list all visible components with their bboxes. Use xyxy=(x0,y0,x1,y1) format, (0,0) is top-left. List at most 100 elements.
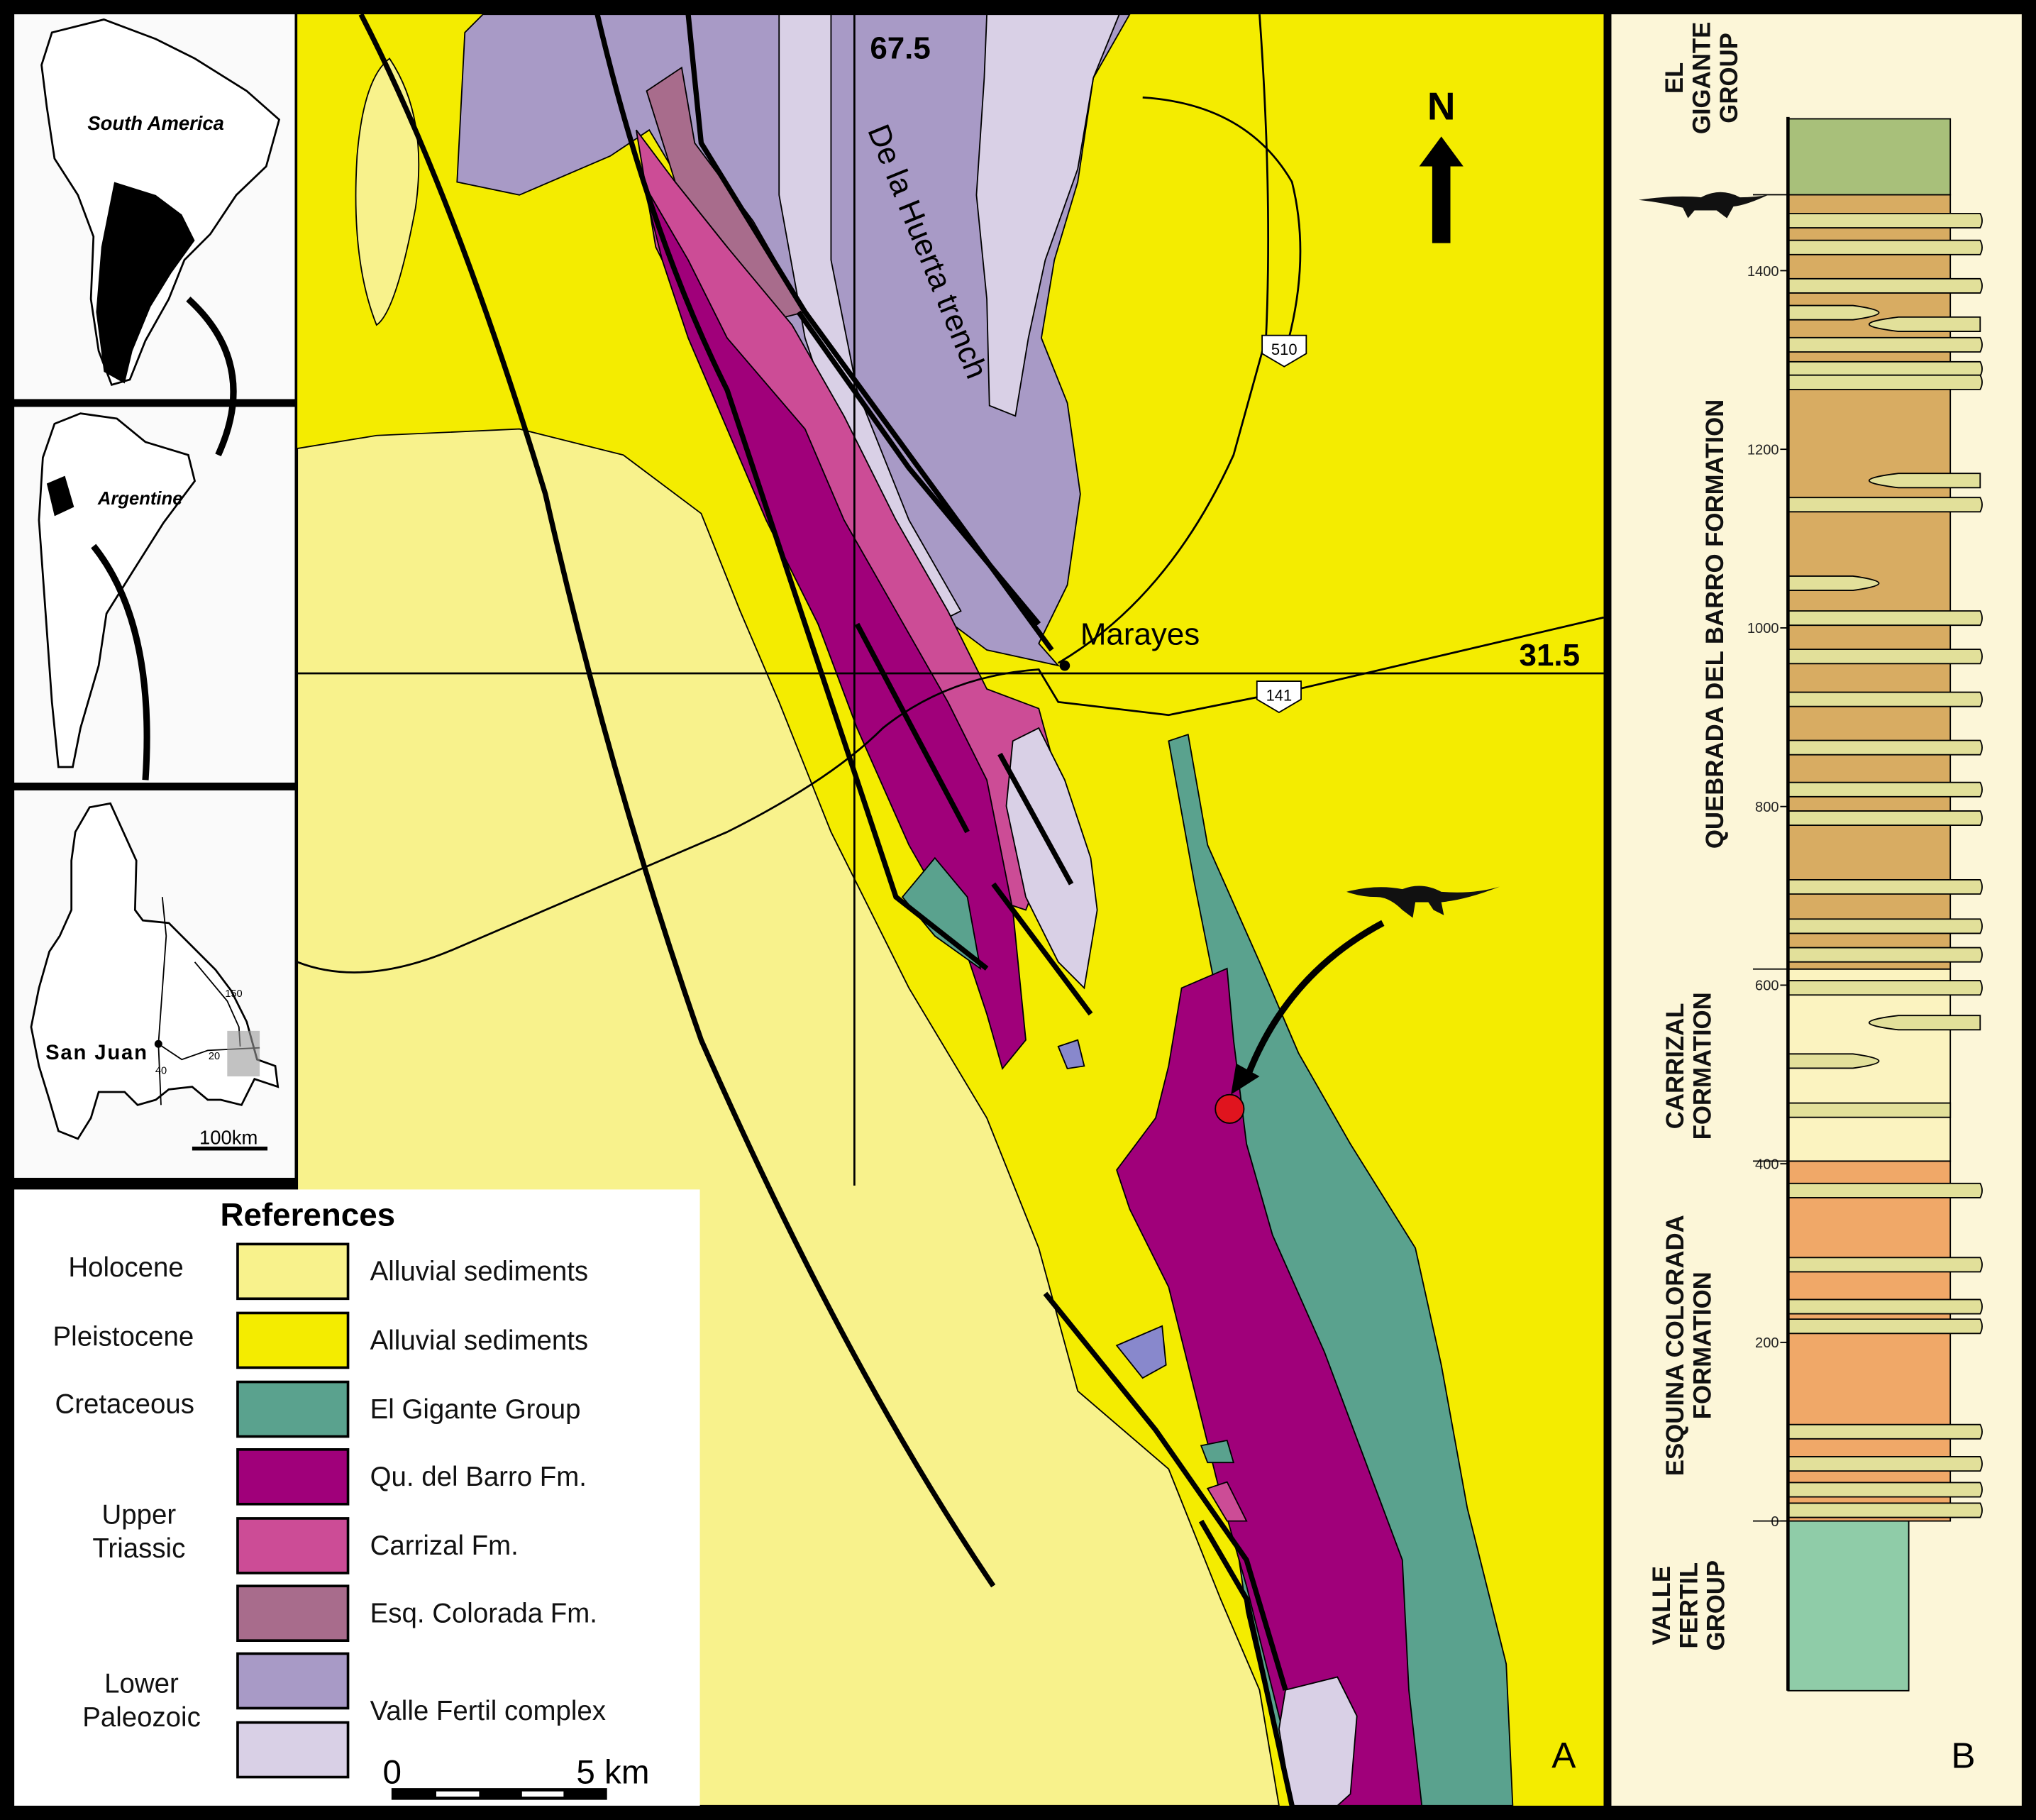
fault-line xyxy=(1198,1519,1295,1807)
conglomerate-bed xyxy=(1787,691,1983,707)
conglomerate-bed xyxy=(1787,1456,1983,1472)
conglomerate-bed xyxy=(1787,336,1983,353)
fault-line xyxy=(854,622,970,834)
conglomerate-bed xyxy=(1787,1423,1983,1440)
road-shield-510: 510 xyxy=(1261,334,1307,368)
legend-unit-label: Alluvial sediments xyxy=(370,1325,588,1356)
panel-label-a: A xyxy=(1551,1736,1576,1776)
formation-label: GIGANTE xyxy=(1689,22,1716,135)
formation-label: FERTIL xyxy=(1676,1562,1703,1649)
conglomerate-bed xyxy=(1787,739,1983,756)
conglomerate-bed xyxy=(1787,374,1983,390)
conglomerate-bed xyxy=(1787,649,1983,665)
conglomerate-bed xyxy=(1787,360,1983,377)
conglomerate-bed xyxy=(1787,575,1880,591)
conglomerate-bed xyxy=(1787,878,1983,895)
legend-box xyxy=(14,1189,700,1806)
axis-tick-label: 200 xyxy=(1755,1335,1779,1351)
conglomerate-bed xyxy=(1787,1053,1880,1069)
town-label: Marayes xyxy=(1080,617,1200,652)
conglomerate-bed xyxy=(1787,304,1880,321)
legend-unit-label: Carrizal Fm. xyxy=(370,1531,519,1561)
era-cretaceous: Cretaceous xyxy=(55,1389,194,1420)
san-juan-highlight xyxy=(46,475,74,517)
legend-unit-label: Valle Fertil complex xyxy=(370,1696,606,1726)
conglomerate-bed xyxy=(1787,1482,1983,1498)
san-juan-label: San Juan xyxy=(45,1041,148,1064)
scale-end-label: 5 km xyxy=(576,1754,649,1792)
axis-tick-label: 1200 xyxy=(1747,443,1779,458)
qu-del-barro-area xyxy=(642,182,1027,1070)
formation-label: QUEBRADA DEL BARRO FORMATION xyxy=(1702,399,1729,849)
formation-label: VALLE xyxy=(1649,1566,1676,1645)
inset-south-america: South America xyxy=(14,14,295,399)
conglomerate-bed xyxy=(1787,1318,1983,1335)
legend-swatch xyxy=(236,1721,350,1779)
legend-swatch xyxy=(236,1242,350,1301)
conglomerate-bed xyxy=(1869,316,1981,332)
fault-line xyxy=(991,882,1093,1016)
dinosaur-silhouette-icon xyxy=(1638,192,1769,219)
north-label: N xyxy=(1427,84,1456,128)
south-america-label: South America xyxy=(87,112,224,134)
legend-swatch xyxy=(236,1311,350,1369)
axis-tick-label: 400 xyxy=(1755,1157,1779,1172)
scale-start-label: 0 xyxy=(383,1754,402,1792)
study-area-box xyxy=(227,1030,260,1077)
conglomerate-bed xyxy=(1787,980,1983,996)
conglomerate-bed xyxy=(1787,497,1983,513)
scale-bar xyxy=(192,1146,268,1151)
conglomerate-bed xyxy=(1787,1182,1983,1198)
conglomerate-bed xyxy=(1787,1298,1983,1315)
road-shield-141: 141 xyxy=(1256,680,1302,714)
legend-swatch xyxy=(236,1652,350,1710)
faults xyxy=(358,13,1295,1807)
axis-tick-label: 800 xyxy=(1755,800,1779,815)
formation-label: CARRIZAL xyxy=(1662,1003,1689,1129)
svg-text:510: 510 xyxy=(1271,341,1298,358)
svg-text:141: 141 xyxy=(1266,687,1293,705)
argentina-highlight xyxy=(96,182,195,384)
era-upper-triassic-1: Upper xyxy=(102,1499,177,1530)
conglomerate-bed xyxy=(1787,239,1983,255)
road xyxy=(1142,96,1302,352)
conglomerate-bed xyxy=(1787,947,1983,963)
legend-unit-label: Alluvial sediments xyxy=(370,1257,588,1287)
holocene-area xyxy=(355,57,420,326)
legend-unit-label: Esq. Colorada Fm. xyxy=(370,1598,597,1628)
arrow-icon xyxy=(186,297,237,457)
arrow-icon xyxy=(1243,920,1385,1081)
valle-fertil-area xyxy=(1005,727,1098,990)
era-holocene: Holocene xyxy=(68,1252,183,1283)
fault-line xyxy=(997,752,1074,886)
san-juan-city-dot xyxy=(154,1039,162,1048)
conglomerate-bed xyxy=(1787,212,1983,228)
formation-label: FORMATION xyxy=(1690,992,1717,1140)
road-shield-150: 150 xyxy=(225,988,242,1000)
conglomerate-bed xyxy=(1787,810,1983,827)
dinosaur-silhouette-icon xyxy=(1346,886,1500,918)
fossil-site-marker xyxy=(1215,1093,1245,1124)
inset-argentina: Argentine xyxy=(14,407,295,783)
north-arrow: N xyxy=(1419,84,1464,243)
era-upper-triassic-2: Triassic xyxy=(92,1533,185,1564)
conglomerate-bed xyxy=(1787,1102,1952,1118)
el-gigante-area xyxy=(901,856,982,971)
conglomerate-bed xyxy=(1787,781,1983,798)
scale-100km-label: 100km xyxy=(199,1126,258,1148)
conglomerate-bed xyxy=(1869,473,1981,489)
road-shield-40: 40 xyxy=(155,1065,167,1076)
fault-line xyxy=(1043,1291,1288,1691)
san-juan-outline xyxy=(30,802,280,1140)
formation-interval xyxy=(1787,1520,1910,1692)
legend-unit-label: El Gigante Group xyxy=(370,1394,581,1425)
map-scale-bar: 0 5 km xyxy=(383,1754,649,1800)
longitude-label: 67.5 xyxy=(870,31,930,65)
era-lower-paleozoic-1: Lower xyxy=(104,1668,179,1699)
era-pleistocene: Pleistocene xyxy=(53,1321,194,1352)
inset-arrows xyxy=(91,297,237,781)
formation-label: FORMATION xyxy=(1690,1272,1717,1419)
valle-fertil-area xyxy=(1278,1676,1358,1807)
arrowhead-icon xyxy=(1231,1063,1260,1095)
